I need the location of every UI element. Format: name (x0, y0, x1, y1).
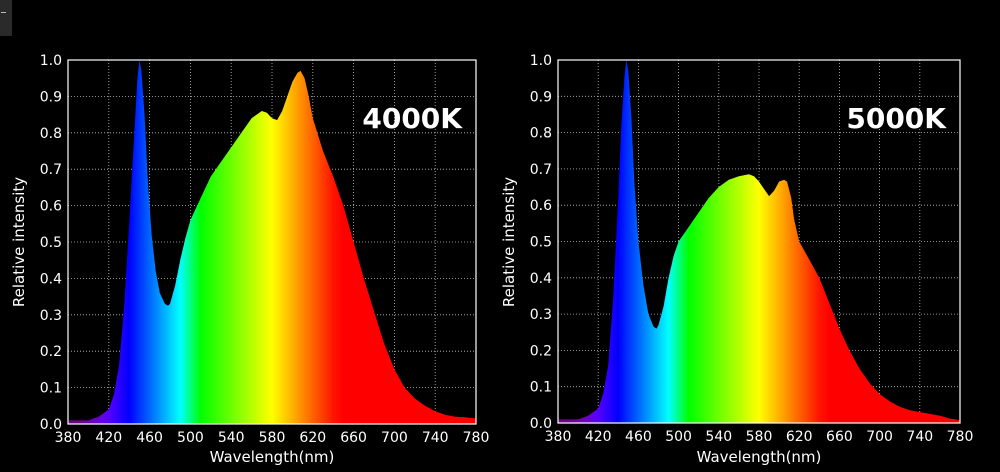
y-tick-label: 1.0 (530, 53, 552, 69)
y-tick-label: 0.1 (530, 380, 552, 396)
x-tick-label: 660 (826, 429, 853, 445)
spectrum-panel-4000k: 380 420 460 500 540 580 620 660 700 740 780 0.0 0.1 0… (0, 0, 490, 468)
x-tick-label: 740 (906, 429, 933, 445)
y-tick-label: 0.3 (40, 308, 62, 324)
y-tick-label: 0.0 (530, 416, 552, 432)
x-tick-label: 700 (381, 430, 408, 446)
x-tick-label: 380 (545, 429, 572, 445)
y-tick-label: 1.0 (40, 53, 62, 69)
y-tick-label: 0.7 (40, 162, 62, 178)
x-tick-label: 660 (340, 430, 367, 446)
x-tick-label: 740 (422, 430, 449, 446)
y-tick-label: 0.8 (530, 126, 552, 142)
spectrum-chart-5000k: 380 420 460 500 540 580 620 660 700 740 780 0.0 0.1 0… (500, 53, 974, 466)
chart-annotation: 5000K (846, 102, 947, 135)
y-tick-label: 0.2 (40, 344, 62, 360)
x-tick-label: 540 (705, 429, 732, 445)
y-tick-label: 0.5 (530, 235, 552, 251)
x-tick-label: 460 (136, 430, 163, 446)
y-tick-label: 0.4 (40, 271, 62, 287)
y-tick-label: 0.6 (40, 199, 62, 215)
y-tick-label: 0.0 (40, 417, 62, 433)
y-tick-label: 0.5 (40, 235, 62, 251)
x-tick-label: 500 (177, 430, 204, 446)
y-tick-label: 0.6 (530, 198, 552, 214)
spectrum-area (68, 60, 476, 424)
x-tick-label: 580 (746, 429, 773, 445)
y-axis-label: Relative intensity (10, 177, 28, 307)
x-tick-label: 380 (55, 430, 82, 446)
y-tick-label: 0.9 (530, 89, 552, 105)
x-tick-label: 780 (947, 429, 974, 445)
y-tick-label: 0.1 (40, 381, 62, 397)
y-tick-label: 0.2 (530, 343, 552, 359)
y-tick-label: 0.7 (530, 162, 552, 178)
spectrum-area (558, 60, 960, 423)
x-tick-label: 540 (218, 430, 245, 446)
x-tick-label: 700 (866, 429, 893, 445)
chart-annotation: 4000K (362, 102, 463, 135)
x-tick-label: 500 (665, 429, 692, 445)
y-tick-label: 0.3 (530, 307, 552, 323)
x-tick-label: 780 (463, 430, 490, 446)
x-tick-label: 620 (299, 430, 326, 446)
x-tick-label: 420 (95, 430, 122, 446)
spectrum-chart-4000k: 380 420 460 500 540 580 620 660 700 740 780 0.0 0.1 0… (10, 53, 490, 466)
x-axis-label: Wavelength(nm) (697, 448, 822, 466)
y-tick-label: 0.9 (40, 89, 62, 105)
x-tick-label: 420 (585, 429, 612, 445)
spectrum-panel-5000k: 380 420 460 500 540 580 620 660 700 740 780 0.0 0.1 0… (490, 0, 1000, 468)
y-tick-label: 0.4 (530, 271, 552, 287)
x-tick-label: 580 (259, 430, 286, 446)
window-corner-control[interactable] (0, 0, 12, 36)
y-tick-label: 0.8 (40, 126, 62, 142)
x-tick-label: 460 (625, 429, 652, 445)
plot-frame (67, 59, 477, 425)
x-axis-label: Wavelength(nm) (210, 448, 335, 466)
y-axis-label: Relative intensity (500, 177, 518, 307)
x-tick-label: 620 (786, 429, 813, 445)
plot-frame (557, 59, 961, 424)
